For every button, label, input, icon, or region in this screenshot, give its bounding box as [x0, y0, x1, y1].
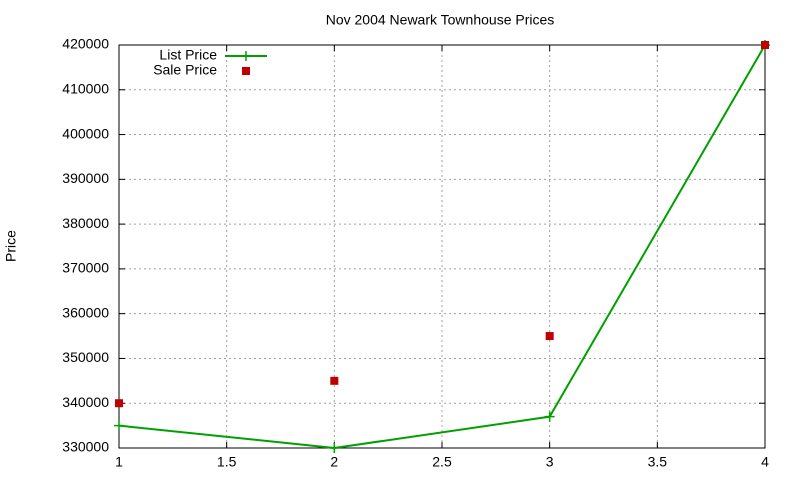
y-tick-label: 400000: [62, 125, 109, 141]
data-point: [545, 332, 554, 341]
data-line: [118, 44, 766, 450]
y-tick-label: 340000: [62, 394, 109, 410]
data-point: [115, 399, 123, 408]
legend-marker: [241, 51, 251, 61]
y-tick-label: 390000: [62, 170, 109, 186]
y-tick-label: 360000: [62, 304, 109, 320]
y-tick-label: 330000: [62, 439, 109, 455]
chart-title: Nov 2004 Newark Townhouse Prices: [326, 12, 555, 28]
data-point: [114, 420, 124, 431]
plot-frame: [118, 44, 766, 449]
y-axis-label: Price: [3, 230, 19, 262]
y-tick-label: 380000: [62, 215, 109, 231]
x-tick-label: 2.5: [432, 454, 452, 470]
y-tick-label: 370000: [62, 260, 109, 276]
legend-label: Sale Price: [153, 62, 217, 78]
y-tick-label: 350000: [62, 349, 109, 365]
data-point: [329, 443, 340, 453]
y-tick-label: 420000: [62, 36, 109, 52]
legend-label: List Price: [159, 47, 217, 63]
legend-marker: [242, 67, 250, 75]
x-tick-label: 1.5: [217, 454, 237, 470]
y-tick-label: 410000: [62, 80, 109, 96]
data-point: [544, 411, 555, 422]
x-tick-label: 3.5: [648, 454, 668, 470]
x-tick-label: 2: [330, 454, 338, 470]
x-tick-label: 1: [115, 454, 123, 470]
data-point: [330, 376, 339, 385]
x-tick-label: 4: [761, 454, 769, 470]
x-tick-label: 3: [546, 454, 554, 470]
data-point: [761, 41, 769, 49]
